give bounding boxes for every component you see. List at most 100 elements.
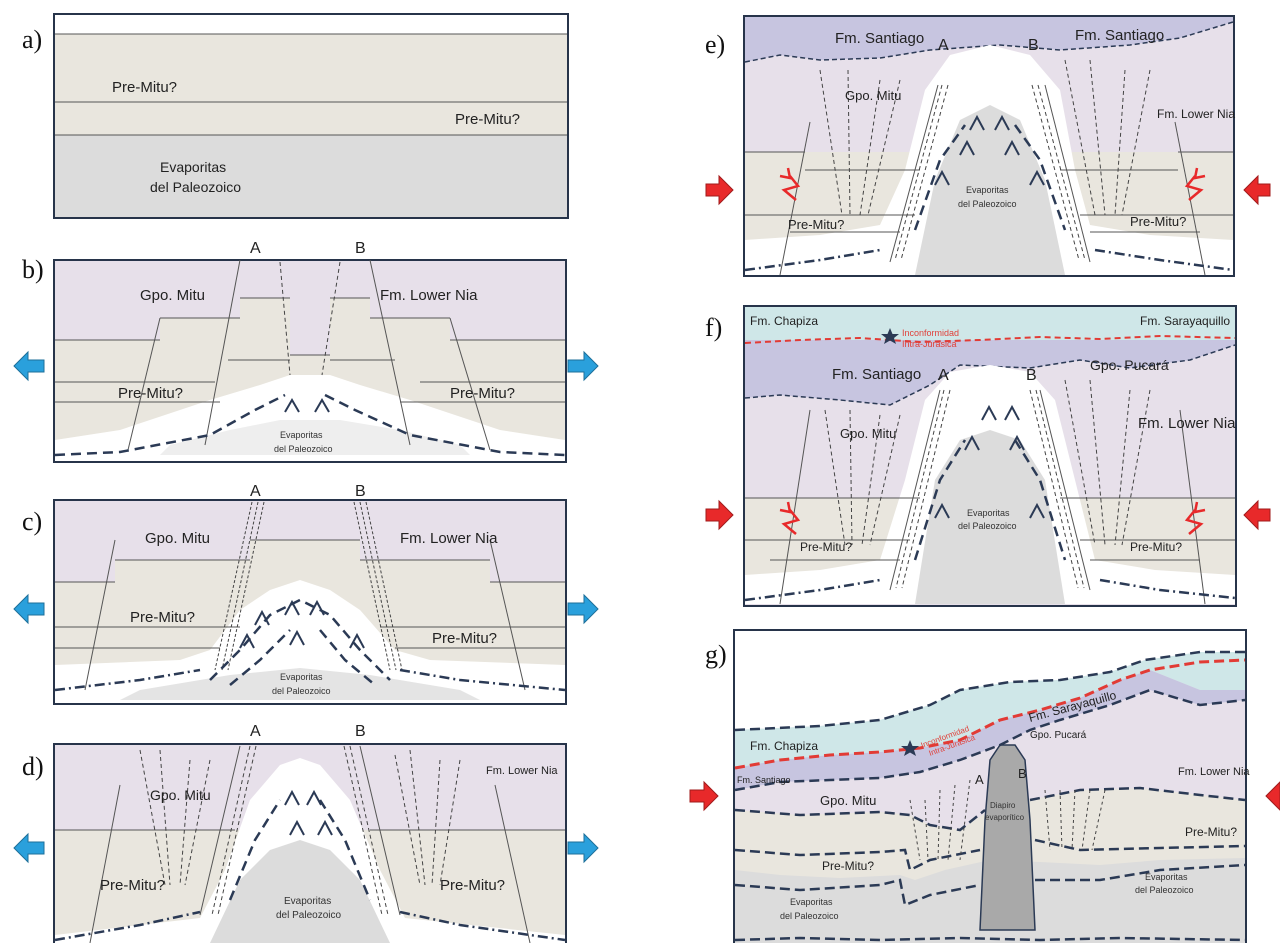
fault-a-label: A <box>250 240 261 257</box>
premitu-label: Pre-Mitu? <box>1130 214 1186 229</box>
panel-g-label: g) <box>705 640 727 669</box>
evaporite-label: del Paleozoico <box>272 686 331 696</box>
lower-nia-label: Fm. Lower Nia <box>1178 766 1250 778</box>
compression-arrow-right-icon <box>1265 781 1280 811</box>
panel-g: g) Fm. Chapiza Fm. Sarayaquillo Inconfor… <box>689 629 1280 943</box>
evaporite-layer <box>210 840 390 943</box>
star-icon <box>901 740 919 756</box>
premitu-label: Pre-Mitu? <box>118 385 183 402</box>
lower-nia-label: Fm. Lower Nia <box>400 530 498 547</box>
premitu-label: Pre-Mitu? <box>432 630 497 647</box>
unconformity-label: Intra-Jurásica <box>902 339 957 349</box>
extension-arrow-left-icon <box>13 593 45 625</box>
unconformity-label: Inconformidad <box>902 328 959 338</box>
lower-nia-label: Fm. Lower Nia <box>1138 415 1236 432</box>
mitu-label: Gpo. Mitu <box>840 426 896 441</box>
premitu-label: Pre-Mitu? <box>800 540 852 554</box>
premitu-layer <box>55 298 565 440</box>
panel-a-label: a) <box>22 25 42 54</box>
star-icon <box>881 328 899 344</box>
fault-a-label: A <box>938 367 949 384</box>
extension-arrow-right-icon <box>567 350 599 382</box>
evaporite-label: Evaporitas <box>790 897 833 907</box>
pucara-label: Gpo. Pucará <box>1090 357 1169 373</box>
fault-b-label: B <box>1018 766 1027 781</box>
panel-d-label: d) <box>22 752 44 781</box>
panel-d: d) A B Gpo. Mitu Fm. Lower Nia Pre-Mitu?… <box>13 723 599 943</box>
mitu-label: Gpo. Mitu <box>845 88 901 103</box>
compression-arrow-left-icon <box>689 780 719 812</box>
santiago-layer <box>745 17 1233 62</box>
evaporite-label: del Paleozoico <box>276 910 341 921</box>
evaporite-label: del Paleozoico <box>150 179 241 195</box>
santiago-label: Fm. Santiago <box>832 366 921 383</box>
evaporite-label: Evaporitas <box>284 896 331 907</box>
panel-c: c) A B Gpo. Mitu Fm. Lower Nia Pre-Mitu?… <box>13 483 599 705</box>
evaporite-label: Evaporitas <box>280 672 323 682</box>
panel-e-label: e) <box>705 30 725 59</box>
fault-b-label: B <box>355 240 366 257</box>
compression-arrow-right-icon <box>1243 499 1271 531</box>
unconformity-line <box>734 658 1246 770</box>
fault-a-label: A <box>250 723 261 740</box>
panel-a: a) Pre-Mitu? Pre-Mitu? Evaporitas del Pa… <box>22 13 569 219</box>
diapir-label: Diapiro <box>990 801 1016 810</box>
premitu-label: Pre-Mitu? <box>100 877 165 894</box>
premitu-label: Pre-Mitu? <box>822 859 874 873</box>
santiago-layer <box>745 340 1235 405</box>
evaporite-label: Evaporitas <box>160 159 226 175</box>
santiago-label: Fm. Santiago <box>835 30 924 47</box>
mitu-label: Gpo. Mitu <box>820 793 876 808</box>
extension-arrow-left-icon <box>13 832 45 864</box>
compression-arrow-right-icon <box>1243 174 1271 206</box>
fault-motion-icon <box>1184 501 1206 535</box>
fault-b-label: B <box>1026 367 1037 384</box>
diapir-body <box>979 744 1036 931</box>
evaporite-layer <box>915 105 1065 275</box>
extension-arrow-left-icon <box>13 350 45 382</box>
premitu-label: Pre-Mitu? <box>1185 825 1237 839</box>
evaporite-layer <box>55 135 567 217</box>
unconformity-line <box>744 334 1236 344</box>
evaporite-label: Evaporitas <box>280 430 323 440</box>
evaporite-label: del Paleozoico <box>958 521 1017 531</box>
evaporite-label: Evaporitas <box>967 508 1010 518</box>
evaporite-label: del Paleozoico <box>274 444 333 454</box>
premitu-label: Pre-Mitu? <box>788 217 844 232</box>
fault-motion-icon <box>1184 167 1206 201</box>
fault-b-label: B <box>355 723 366 740</box>
mitu-label: Gpo. Mitu <box>150 787 211 803</box>
panel-f: f) Fm. Chapiza Fm. S <box>705 305 1271 607</box>
santiago-layer <box>735 670 1245 790</box>
extension-arrow-right-icon <box>567 832 599 864</box>
premitu-layer <box>55 34 567 135</box>
fault-a-label: A <box>938 37 949 54</box>
fault-motion-icon <box>779 167 801 201</box>
fault-a-label: A <box>250 483 261 500</box>
pucara-label: Gpo. Pucará <box>1030 730 1087 741</box>
diapir-label: evaporítico <box>985 813 1025 822</box>
panel-b: b) A B Gpo. Mitu Fm. Lower Nia Pre-Mitu?… <box>13 240 599 463</box>
chapiza-label: Fm. Chapiza <box>750 739 818 753</box>
mitu-label: Gpo. Mitu <box>140 287 205 304</box>
extension-arrow-right-icon <box>567 593 599 625</box>
premitu-label: Pre-Mitu? <box>1130 540 1182 554</box>
lower-nia-label: Fm. Lower Nia <box>486 765 558 777</box>
evaporite-layer <box>915 430 1065 604</box>
compression-arrow-left-icon <box>705 499 734 531</box>
lower-nia-label: Fm. Lower Nia <box>1157 107 1235 121</box>
evaporite-label: del Paleozoico <box>780 911 839 921</box>
fault-b-label: B <box>1028 37 1039 54</box>
santiago-label: Fm. Santiago <box>1075 27 1164 44</box>
mitu-label: Gpo. Mitu <box>145 530 210 547</box>
panel-f-label: f) <box>705 313 722 342</box>
compression-arrow-left-icon <box>705 174 734 206</box>
evaporite-label: del Paleozoico <box>958 199 1017 209</box>
evaporite-label: Evaporitas <box>1145 872 1188 882</box>
panel-b-label: b) <box>22 255 44 284</box>
fault-b-label: B <box>355 483 366 500</box>
sarayaquillo-label: Fm. Sarayaquillo <box>1140 314 1230 328</box>
evaporite-label: Evaporitas <box>966 185 1009 195</box>
fault-motion-icon <box>779 501 801 535</box>
